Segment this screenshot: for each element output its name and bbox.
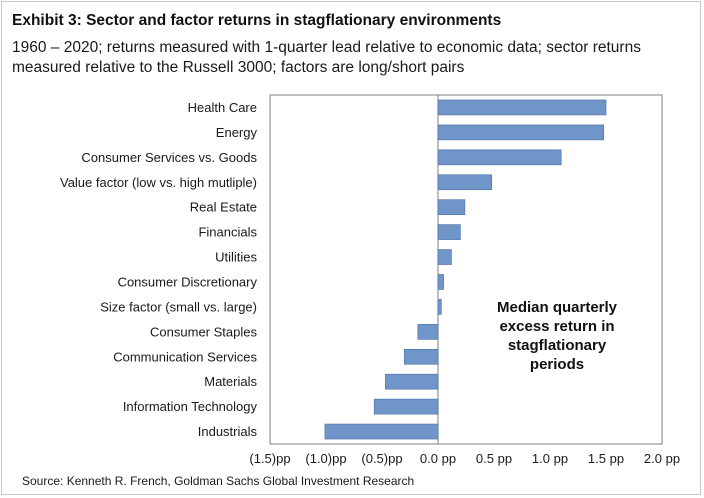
category-label: Consumer Discretionary	[118, 274, 258, 289]
category-label: Information Technology	[123, 399, 258, 414]
category-label: Consumer Staples	[150, 324, 257, 339]
chart-annotation: stagflationary	[508, 337, 607, 354]
bar	[437, 199, 466, 215]
bar	[437, 274, 444, 290]
category-label: Industrials	[198, 424, 258, 439]
category-label: Materials	[204, 374, 257, 389]
bar	[437, 149, 562, 166]
category-label: Value factor (low vs. high mutliple)	[60, 175, 257, 190]
x-tick-label: 0.5 pp	[476, 451, 512, 466]
category-label: Communication Services	[113, 349, 257, 364]
category-label: Health Care	[188, 100, 257, 115]
category-label: Utilities	[215, 250, 257, 265]
chart-annotation: excess return in	[499, 318, 614, 335]
category-label: Energy	[216, 125, 258, 140]
bar	[437, 299, 442, 315]
category-label: Real Estate	[190, 200, 257, 215]
category-label: Consumer Services vs. Goods	[81, 150, 257, 165]
x-tick-label: 1.0 pp	[532, 451, 568, 466]
bar	[437, 174, 493, 191]
x-tick-label: (0.5)pp	[361, 451, 402, 466]
x-tick-label: 1.5 pp	[588, 451, 624, 466]
bar	[404, 348, 439, 365]
category-label: Financials	[198, 225, 257, 240]
bar	[373, 398, 439, 415]
bar	[324, 423, 439, 440]
category-label: Size factor (small vs. large)	[100, 299, 257, 314]
chart-annotation: periods	[530, 356, 584, 373]
chart-annotation: Median quarterly	[497, 299, 618, 316]
bar	[417, 324, 439, 340]
x-tick-label: (1.0)pp	[305, 451, 346, 466]
bar	[437, 124, 605, 141]
plot-area	[269, 94, 663, 445]
bar	[437, 249, 452, 265]
exhibit-title: Exhibit 3: Sector and factor returns in …	[12, 12, 502, 29]
bar	[385, 373, 439, 390]
exhibit-subtitle: 1960 – 2020; returns measured with 1-qua…	[12, 39, 641, 76]
x-tick-label: (1.5)pp	[249, 451, 290, 466]
x-tick-label: 0.0 pp	[420, 451, 456, 466]
x-tick-label: 2.0 pp	[644, 451, 680, 466]
bar	[437, 224, 461, 240]
bar	[437, 99, 607, 116]
source-note: Source: Kenneth R. French, Goldman Sachs…	[22, 474, 415, 488]
